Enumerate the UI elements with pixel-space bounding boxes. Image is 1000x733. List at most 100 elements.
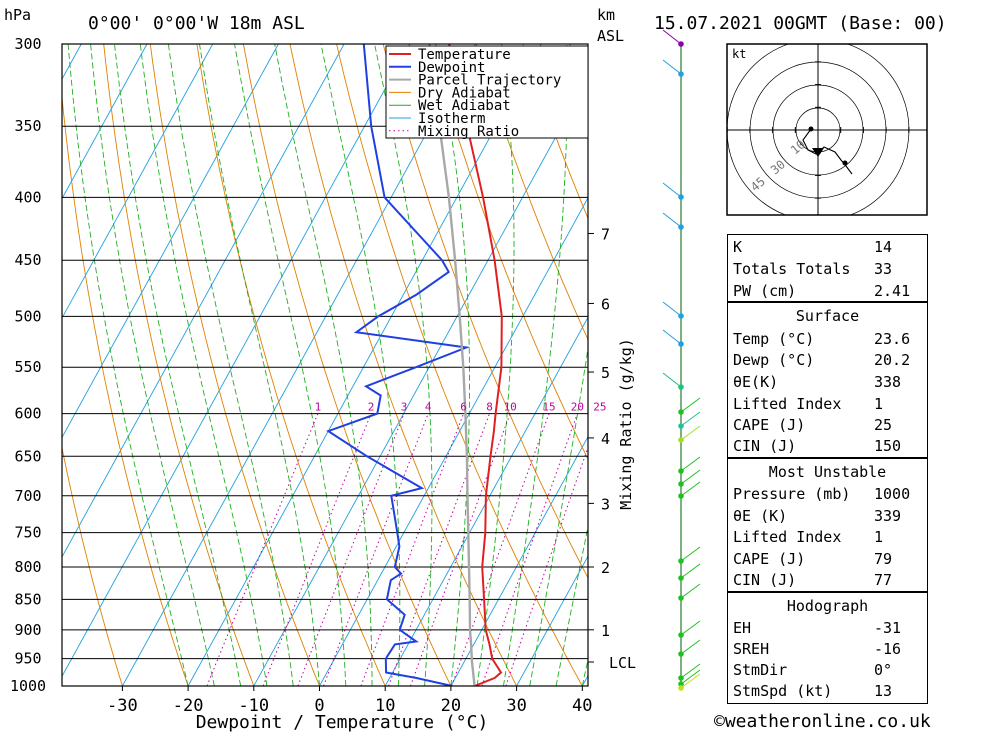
most-unstable-row: CIN (J) 77 (733, 571, 893, 589)
isotherm-line (62, 44, 148, 200)
mixing-ratio-label: 25 (593, 401, 606, 414)
hodograph-title: Hodograph (786, 597, 869, 615)
wind-barb (680, 583, 701, 599)
wet-adiabat-line (199, 44, 320, 686)
legend-box (385, 45, 589, 139)
wind-barb (680, 411, 701, 427)
pressure-tick-label: 550 (14, 358, 41, 376)
pressure-tick-label: 500 (14, 307, 41, 325)
wind-barb (680, 639, 701, 655)
series-parcel-trajectory (428, 44, 476, 686)
legend-entry: Wet Adiabat (418, 98, 511, 114)
hodograph-trace (802, 128, 853, 175)
dry-adiabat-line (62, 93, 189, 686)
height-tick-label: 5 (601, 364, 610, 382)
footer-credit[interactable]: ©weatheronline.co.uk (714, 711, 931, 732)
isotherm-line (122, 44, 476, 686)
pressure-tick-label: 950 (14, 650, 41, 668)
chart-grid (62, 44, 1000, 686)
index-row-pw: PW (cm) 2.41 (733, 282, 911, 300)
wet-adiabat-line (114, 44, 242, 686)
isotherm-line (62, 44, 411, 678)
wind-barb (662, 212, 682, 228)
isotherm-line (62, 44, 279, 439)
pressure-tick-label: 300 (14, 35, 41, 53)
height-tick-label: LCL (609, 654, 636, 672)
mixing-ratio-line (297, 413, 405, 686)
wind-barb (680, 620, 701, 636)
wind-barb (662, 29, 682, 45)
wind-barb (662, 182, 682, 198)
mixing-ratio-axis-label: Mixing Ratio (g/kg) (617, 338, 635, 510)
mixing-ratio-line (410, 413, 511, 686)
x-tick-label: 0 (314, 696, 324, 716)
hodograph-ring-label: 10 (788, 137, 808, 157)
chart-axes: 1 2 3 4 6 8 10 15 20 2530035040045050055060065070… (10, 35, 636, 716)
height-tick-label: 7 (601, 225, 610, 243)
x-tick-label: 20 (441, 696, 461, 716)
surface-row: θE(K) 338 (733, 373, 902, 391)
most-unstable-row: Pressure (mb) 1000 (733, 485, 911, 503)
legend-entry: Temperature (418, 47, 511, 63)
dry-adiabat-line (942, 44, 1000, 686)
x-tick-label: -30 (107, 696, 138, 716)
hodograph-row: StmDir 0° (733, 661, 893, 679)
wind-barb (680, 563, 701, 579)
hodograph-point (842, 160, 848, 166)
x-axis-label: Dewpoint / Temperature (°C) (196, 712, 489, 733)
indices-table: K 14 Totals Totals 33 PW (cm) 2.41 (727, 234, 928, 302)
wind-barb (662, 329, 682, 345)
hodograph-row: StmSpd (kt) 13 (733, 682, 893, 700)
wet-adiabat-line (234, 44, 347, 686)
pressure-tick-label: 1000 (10, 677, 46, 695)
pressure-tick-label: 900 (14, 621, 41, 639)
x-tick-label: 10 (375, 696, 395, 716)
dry-adiabat-line (989, 44, 1000, 686)
pressure-tick-label: 650 (14, 447, 41, 465)
dry-adiabat-line (475, 44, 588, 341)
wind-barb (662, 372, 682, 388)
location-label: 0°00' 0°00'W 18m ASL (88, 13, 305, 34)
pressure-tick-label: 600 (14, 405, 41, 423)
isotherm-line (62, 44, 345, 558)
mixing-ratio-line (262, 413, 372, 686)
most-unstable-title: Most Unstable (768, 463, 887, 481)
hodograph-unit: kt (732, 47, 746, 61)
mixing-ratio-label: 1 (315, 401, 322, 414)
pressure-tick-label: 400 (14, 188, 41, 206)
height-tick-label: 2 (601, 559, 610, 577)
wind-barb (680, 481, 701, 497)
plot-frame (61, 43, 589, 687)
isotherm-line (384, 316, 588, 686)
pressure-unit: hPa (4, 6, 31, 24)
isotherm-line (450, 435, 588, 686)
legend-entry: Parcel Trajectory (418, 73, 561, 89)
isotherm-line (516, 555, 588, 686)
series-dewpoint (326, 44, 471, 686)
most-unstable-row: θE (K) 339 (733, 507, 902, 525)
wind-barb (662, 301, 682, 317)
legend-entry: Dry Adiabat (418, 85, 511, 101)
mixing-ratio-label: 15 (542, 401, 555, 414)
wind-barb (680, 425, 701, 441)
isotherm-line (187, 44, 542, 686)
legend-entry: Isotherm (418, 111, 485, 127)
wet-adiabat-line (503, 44, 568, 686)
mixing-ratio-label: 8 (486, 401, 493, 414)
surface-row: Temp (°C) 23.6 (733, 330, 911, 348)
surface-row: Lifted Index 1 (733, 395, 884, 413)
x-tick-label: 40 (572, 696, 592, 716)
x-tick-label: -10 (238, 696, 269, 716)
most-unstable-row: Lifted Index 1 (733, 528, 884, 546)
mixing-ratio-line (388, 413, 490, 686)
surface-title: Surface (795, 307, 860, 325)
wind-barb (680, 469, 701, 485)
wind-profile (662, 29, 701, 691)
height-tick-label: 3 (601, 495, 610, 513)
pressure-tick-label: 700 (14, 487, 41, 505)
surface-row: Dewp (°C) 20.2 (733, 351, 911, 369)
wet-adiabat-line (529, 345, 588, 686)
wind-barb (680, 456, 701, 472)
mixing-ratio-label: 2 (368, 401, 375, 414)
